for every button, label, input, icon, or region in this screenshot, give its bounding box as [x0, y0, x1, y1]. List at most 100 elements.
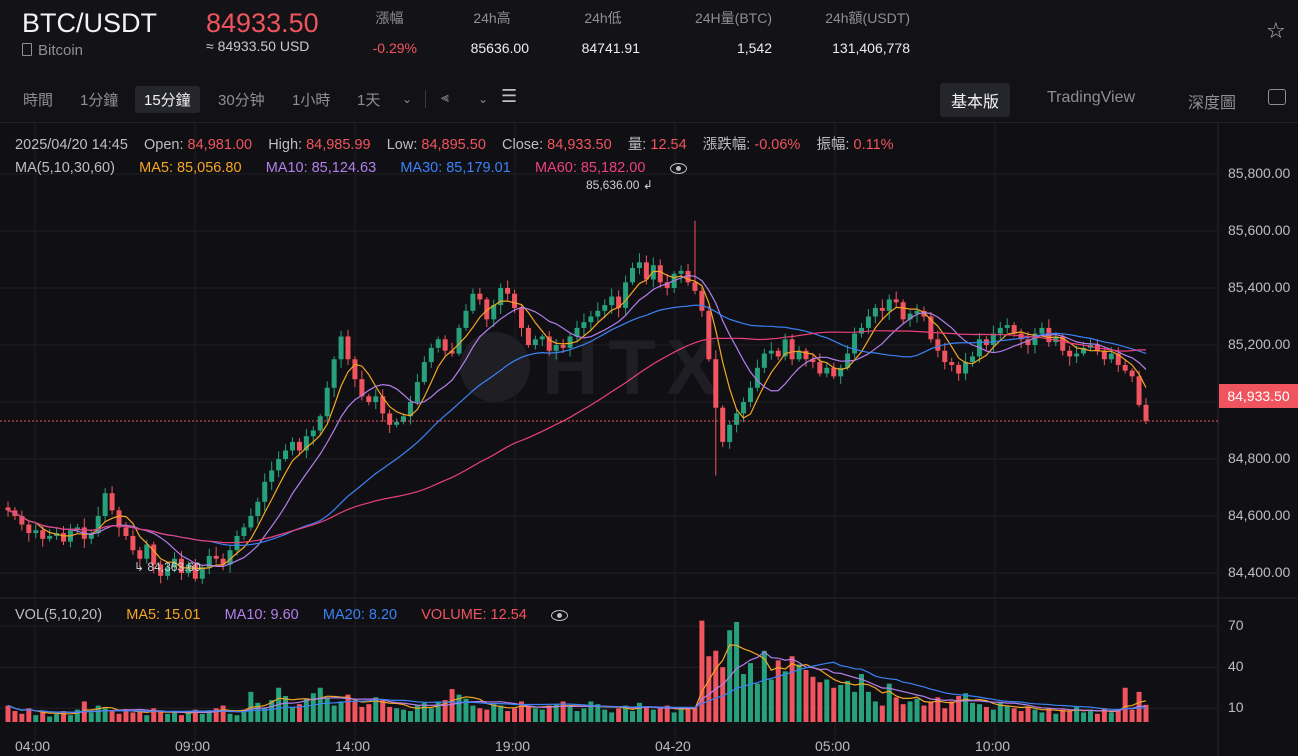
candle-body	[1060, 336, 1066, 351]
coin-subtitle: Bitcoin	[22, 42, 83, 59]
candle-body	[810, 359, 816, 363]
ma-visibility-eye-icon[interactable]	[669, 162, 687, 174]
volume-bar	[421, 702, 427, 722]
time-tick-label: 05:00	[815, 738, 851, 754]
volume-bar	[1011, 708, 1017, 722]
candle-body	[1108, 353, 1114, 360]
volume-bar	[484, 709, 490, 722]
indicators-icon[interactable]: ☰	[501, 86, 518, 106]
volume-bar	[990, 709, 996, 722]
vol-ma10-line	[7, 651, 1147, 714]
vol-info-line: VOL(5,10,20) MA5: 15.01 MA10: 9.60 MA20:…	[15, 607, 569, 623]
candle-body	[1067, 350, 1073, 357]
candle-datetime: 2025/04/20 14:45	[15, 137, 128, 153]
candle-type-chevron-icon[interactable]: ⌄	[478, 92, 489, 106]
candle-type-icon[interactable]: ⫷	[441, 89, 449, 105]
volume-bar	[151, 708, 157, 722]
candle-body	[616, 296, 622, 308]
interval-15m[interactable]: 15分鐘	[135, 86, 200, 113]
candle-body	[1115, 353, 1121, 365]
volume-bar	[1074, 706, 1080, 722]
candle-body	[317, 416, 323, 431]
open-label: Open:	[144, 137, 184, 153]
candle-body	[95, 516, 101, 534]
candle-body	[366, 396, 372, 402]
coin-name: Bitcoin	[38, 42, 84, 59]
candle-body	[144, 544, 150, 559]
volume-bar	[553, 704, 559, 722]
candle-body	[505, 288, 511, 294]
candle-body	[824, 367, 830, 374]
vol-label: 量:	[627, 137, 647, 153]
volume-bar	[67, 715, 73, 722]
candle-body	[588, 316, 594, 323]
candle-body	[199, 567, 205, 579]
volume-bar	[1053, 713, 1059, 722]
volume-bar	[109, 711, 115, 722]
candle-body	[123, 527, 129, 536]
tradingview-button[interactable]: TradingView	[1047, 89, 1136, 106]
candle-body	[324, 387, 330, 417]
volume-value: VOLUME: 12.54	[421, 607, 527, 623]
volume-bar	[401, 709, 407, 722]
volume-bar	[761, 650, 767, 722]
candle-body	[19, 516, 25, 525]
volume-bar	[817, 682, 823, 722]
candle-body	[609, 296, 615, 306]
kline-chart[interactable]	[0, 122, 1298, 756]
interval-1m[interactable]: 1分鐘	[80, 92, 119, 109]
volume-bar	[747, 663, 753, 722]
volume-bar	[900, 704, 906, 722]
volume-bar	[692, 706, 698, 722]
low-label: Low:	[386, 137, 418, 153]
candle-body	[338, 336, 344, 360]
volume-bar	[414, 705, 420, 722]
candle-body	[435, 339, 441, 348]
candle-body	[88, 533, 94, 539]
volume-bar	[338, 701, 344, 722]
candle-body	[498, 288, 504, 306]
candle-body	[26, 524, 32, 534]
candle-body	[394, 421, 400, 425]
price-tick-label: 84,600.00	[1228, 507, 1291, 523]
volume-bar	[928, 701, 934, 722]
price-tick-label: 84,800.00	[1228, 450, 1291, 466]
chart-toolbar: 時間 1分鐘 15分鐘 30分钟 1小時 1天 ⌄ ⫷ ⌄ ☰ 基本版 Trad…	[0, 76, 1298, 123]
volume-bar	[518, 701, 524, 722]
volume-bar	[47, 716, 53, 722]
price-tick-label: 85,800.00	[1228, 165, 1291, 181]
watermark-logo-icon	[460, 332, 530, 402]
candle-body	[491, 305, 497, 320]
volume-bar	[213, 708, 219, 722]
interval-30m[interactable]: 30分钟	[218, 92, 265, 109]
candle-body	[796, 350, 802, 360]
volume-bar	[546, 705, 552, 722]
candle-body	[470, 293, 476, 311]
candle-body	[581, 322, 587, 328]
candle-body	[255, 501, 261, 516]
depth-chart-button[interactable]: 深度圖	[1188, 95, 1237, 112]
volume-bar	[872, 701, 878, 722]
volume-bar	[95, 705, 101, 722]
candle-body	[47, 535, 53, 539]
candle-body	[914, 310, 920, 314]
more-intervals-chevron-icon[interactable]: ⌄	[402, 92, 413, 106]
candle-body	[865, 316, 871, 328]
candle-body	[907, 313, 913, 320]
interval-1d[interactable]: 1天	[357, 92, 381, 109]
vol-visibility-eye-icon[interactable]	[551, 609, 569, 621]
volume-bar	[935, 697, 941, 722]
candle-body	[227, 550, 233, 565]
pair-title[interactable]: BTC/USDT	[22, 8, 157, 38]
price-usd: ≈ 84933.50 USD	[206, 38, 310, 54]
basic-version-button[interactable]: 基本版	[940, 83, 1011, 117]
favorite-star-icon[interactable]: ☆	[1266, 18, 1286, 43]
candle-body	[754, 367, 760, 388]
volume-bar	[1046, 708, 1052, 722]
ma60-value: MA60: 85,182.00	[534, 160, 646, 176]
interval-1h[interactable]: 1小時	[292, 92, 331, 109]
screenshot-icon[interactable]	[1268, 89, 1286, 105]
volume-bar	[303, 698, 309, 722]
volume-bar	[581, 708, 587, 722]
interval-time[interactable]: 時間	[23, 92, 54, 109]
